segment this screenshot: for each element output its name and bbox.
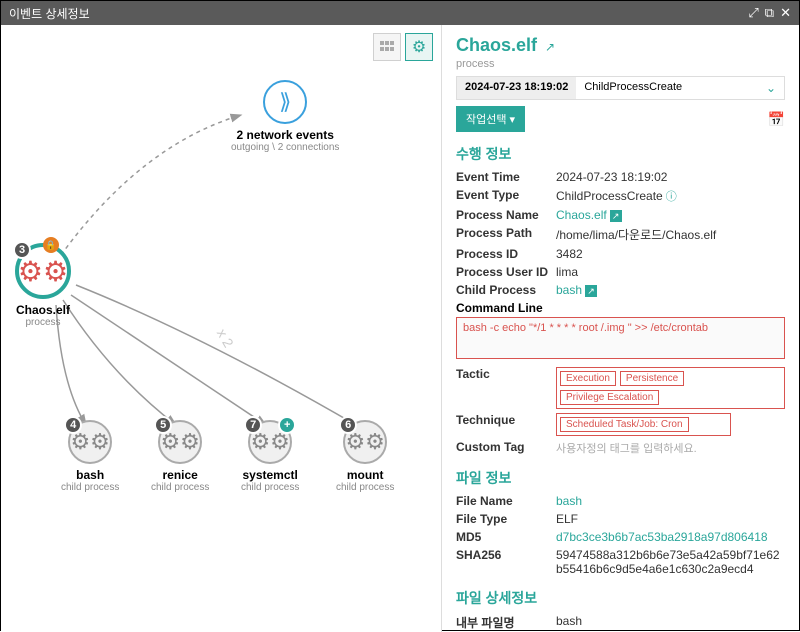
expand-icon[interactable]: ⤢ (748, 5, 758, 21)
external-link-icon: ↗ (585, 285, 597, 297)
wifi-icon: ⟫ (279, 89, 291, 115)
tactic-tags: Execution Persistence Privilege Escalation (556, 367, 785, 409)
field-label: MD5 (456, 530, 556, 544)
technique-tag[interactable]: Scheduled Task/Job: Cron (560, 417, 689, 432)
detail-panel: Chaos.elf ↗ process 2024-07-23 18:19:02 … (441, 25, 799, 632)
gears-icon: ⚙⚙ (18, 255, 68, 288)
node-label: Chaos.elf (15, 303, 71, 317)
event-bar-type: ChildProcessCreate (576, 77, 758, 99)
child-node-systemctl[interactable]: 7+⚙⚙ systemctl child process (241, 420, 299, 493)
external-link-icon: ↗ (610, 210, 622, 222)
main-process-node[interactable]: 🔒 3 ⚙⚙ Chaos.elf process (15, 243, 71, 328)
list-icon (379, 39, 395, 55)
field-label: File Type (456, 512, 556, 526)
field-value: 59474588a312b6b6e73e5a42a59bf71e62b55416… (556, 548, 785, 576)
help-icon[interactable]: ⓘ (666, 191, 677, 203)
detail-title: Chaos.elf (456, 35, 537, 56)
field-value-link[interactable]: d7bc3ce3b6b7ac53ba2918a97d806418 (556, 530, 768, 544)
technique-tags: Scheduled Task/Job: Cron (556, 413, 731, 436)
field-value: 3482 (556, 247, 583, 261)
command-line-label: Command Line (456, 301, 785, 315)
list-view-button[interactable] (373, 33, 401, 61)
node-label: systemctl (241, 468, 299, 482)
child-node-mount[interactable]: 6⚙⚙ mount child process (336, 420, 394, 493)
child-node-renice[interactable]: 5⚙⚙ renice child process (151, 420, 209, 493)
event-selector[interactable]: 2024-07-23 18:19:02 ChildProcessCreate ⌄ (456, 76, 785, 100)
custom-tag-input[interactable]: 사용자정의 태그를 입력하세요. (556, 440, 697, 456)
lock-badge-icon: 🔒 (43, 237, 59, 253)
field-value: ELF (556, 512, 578, 526)
window-header: 이벤트 상세정보 ⤢ ⧉ ✕ (1, 1, 799, 25)
command-line-box: bash -c echo "*/1 * * * * root /.img " >… (456, 317, 785, 359)
field-label: File Name (456, 494, 556, 508)
field-value-link[interactable]: Chaos.elf↗ (556, 208, 622, 222)
field-value: /home/lima/다운로드/Chaos.elf (556, 226, 716, 243)
field-label: SHA256 (456, 548, 556, 576)
field-label: Process ID (456, 247, 556, 261)
edge-multiplier: x 2 (214, 326, 237, 350)
plus-badge-icon[interactable]: + (278, 416, 296, 434)
field-value-link[interactable]: bash↗ (556, 283, 597, 297)
tactic-tag[interactable]: Execution (560, 371, 616, 386)
detail-subtitle: process (456, 58, 785, 70)
event-bar-time: 2024-07-23 18:19:02 (457, 77, 576, 99)
section-file-title: 파일 정보 (456, 468, 785, 488)
network-node[interactable]: ⟫ 2 network events outgoing \ 2 connecti… (231, 80, 339, 153)
field-label: Process User ID (456, 265, 556, 279)
technique-label: Technique (456, 413, 556, 436)
node-label: 2 network events (231, 128, 339, 142)
node-badge: 3 (13, 241, 31, 259)
graph-panel: ⚙ ⟫ 2 network events outgoing \ 2 connec… (1, 25, 441, 632)
popout-icon[interactable]: ⧉ (765, 5, 774, 21)
field-label: Child Process (456, 283, 556, 297)
node-sublabel: outgoing \ 2 connections (231, 142, 339, 153)
field-value-link[interactable]: bash (556, 494, 582, 508)
child-node-bash[interactable]: 4⚙⚙ bash child process (61, 420, 119, 493)
action-select-button[interactable]: 작업선택 ▾ (456, 106, 525, 132)
section-file-detail-title: 파일 상세정보 (456, 588, 785, 608)
field-label: Event Time (456, 170, 556, 184)
graph-toolbar: ⚙ (373, 33, 433, 61)
tactic-label: Tactic (456, 367, 556, 409)
section-exec-title: 수행 정보 (456, 144, 785, 164)
external-link-icon[interactable]: ↗ (545, 40, 555, 54)
node-sublabel: process (15, 317, 71, 328)
calendar-icon[interactable]: 📅 (768, 111, 785, 128)
field-value: lima (556, 265, 578, 279)
node-sublabel: child process (241, 482, 299, 493)
node-label: mount (336, 468, 394, 482)
node-sublabel: child process (151, 482, 209, 493)
node-sublabel: child process (336, 482, 394, 493)
close-icon[interactable]: ✕ (780, 5, 791, 21)
custom-tag-label: Custom Tag (456, 440, 556, 456)
field-value: 2024-07-23 18:19:02 (556, 170, 667, 184)
field-label: 내부 파일명 (456, 614, 556, 631)
node-sublabel: child process (61, 482, 119, 493)
field-value: bash (556, 614, 582, 631)
field-label: Process Path (456, 226, 556, 243)
field-label: Event Type (456, 188, 556, 204)
field-label: Process Name (456, 208, 556, 222)
field-value: ChildProcessCreateⓘ (556, 188, 677, 204)
tactic-tag[interactable]: Persistence (620, 371, 684, 386)
gear-icon: ⚙ (412, 37, 426, 57)
node-label: bash (61, 468, 119, 482)
settings-button[interactable]: ⚙ (405, 33, 433, 61)
window-title: 이벤트 상세정보 (9, 5, 90, 22)
node-label: renice (151, 468, 209, 482)
window-controls: ⤢ ⧉ ✕ (748, 5, 791, 21)
chevron-down-icon: ⌄ (758, 77, 784, 99)
tactic-tag[interactable]: Privilege Escalation (560, 390, 659, 405)
